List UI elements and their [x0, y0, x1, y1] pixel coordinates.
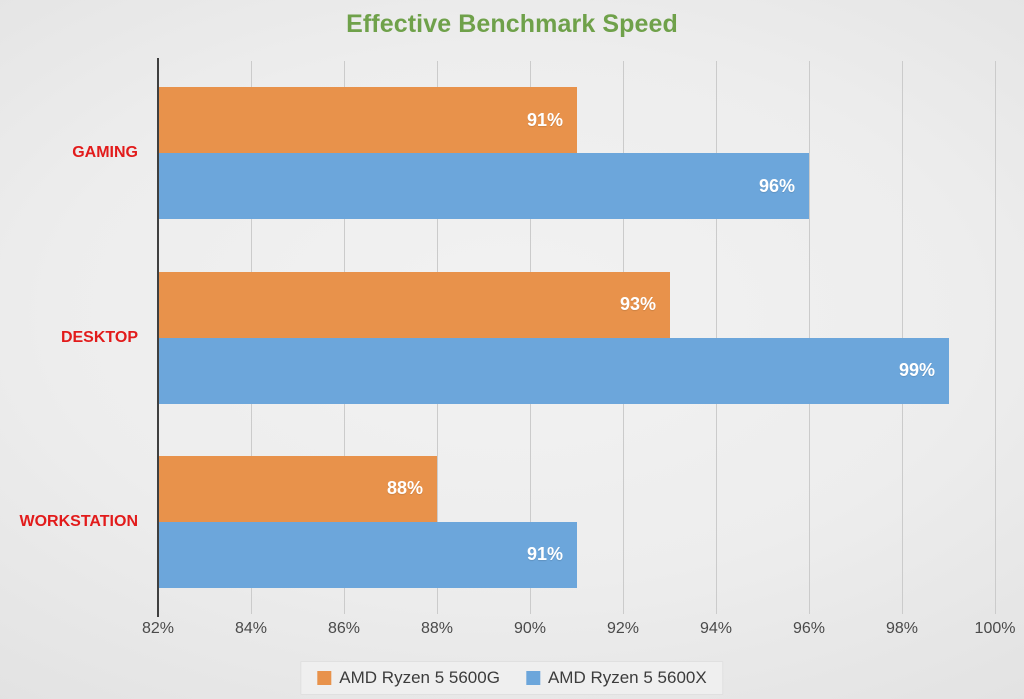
- x-tick-label: 86%: [327, 620, 361, 637]
- category-label-gaming: GAMING: [72, 144, 138, 162]
- x-axis-tick-labels: 82% 84% 86% 88% 90% 92% 94% 96% 98% 100%: [142, 620, 1015, 650]
- category-label-desktop: DESKTOP: [60, 328, 138, 346]
- bar-workstation-series-0: 88%: [158, 455, 437, 522]
- category-label-workstation: WORKSTATION: [19, 512, 139, 530]
- legend-label: AMD Ryzen 5 5600G: [339, 668, 500, 687]
- chart-legend: AMD Ryzen 5 5600G AMD Ryzen 5 5600X: [300, 661, 724, 695]
- legend-item-series-0[interactable]: AMD Ryzen 5 5600G: [317, 668, 500, 688]
- bar-value-label: 91%: [526, 109, 563, 130]
- bar-gaming-series-1: 96%: [158, 153, 809, 220]
- x-tick-label: 92%: [606, 620, 640, 637]
- x-tick-label: 90%: [513, 620, 547, 637]
- x-tick-label: 94%: [699, 620, 733, 637]
- bar-value-label: 96%: [758, 175, 795, 196]
- bar-value-label: 93%: [619, 294, 656, 314]
- bar-value-label: 91%: [526, 544, 563, 565]
- plot-area: 91% 96% 93% 99% 88% 91%: [158, 61, 996, 614]
- x-tick-label: 100%: [974, 620, 1016, 637]
- x-tick-label: 96%: [792, 620, 826, 637]
- bars-layer: 91% 96% 93% 99% 88% 91%: [158, 61, 995, 614]
- legend-swatch-icon: [317, 671, 332, 685]
- bar-value-label: 99%: [898, 360, 935, 380]
- x-tick-label: 98%: [885, 620, 919, 637]
- legend-item-series-1[interactable]: AMD Ryzen 5 5600X: [525, 668, 707, 688]
- y-axis-line: [157, 58, 159, 617]
- x-tick-label: 84%: [234, 620, 268, 637]
- bar-gaming-series-0: 91%: [158, 87, 577, 154]
- bar-desktop-series-0: 93%: [158, 271, 670, 338]
- legend-swatch-icon: [525, 671, 540, 685]
- bar-desktop-series-1: 99%: [158, 337, 949, 404]
- bar-value-label: 88%: [386, 478, 423, 499]
- x-tick-label: 88%: [420, 620, 454, 637]
- category-axis-labels: GAMING DESKTOP WORKSTATION: [0, 61, 150, 614]
- gridline: [995, 61, 996, 614]
- chart-title: Effective Benchmark Speed: [346, 10, 678, 38]
- x-tick-label: 82%: [141, 620, 175, 637]
- bar-workstation-series-1: 91%: [158, 521, 577, 588]
- legend-label: AMD Ryzen 5 5600X: [547, 668, 707, 687]
